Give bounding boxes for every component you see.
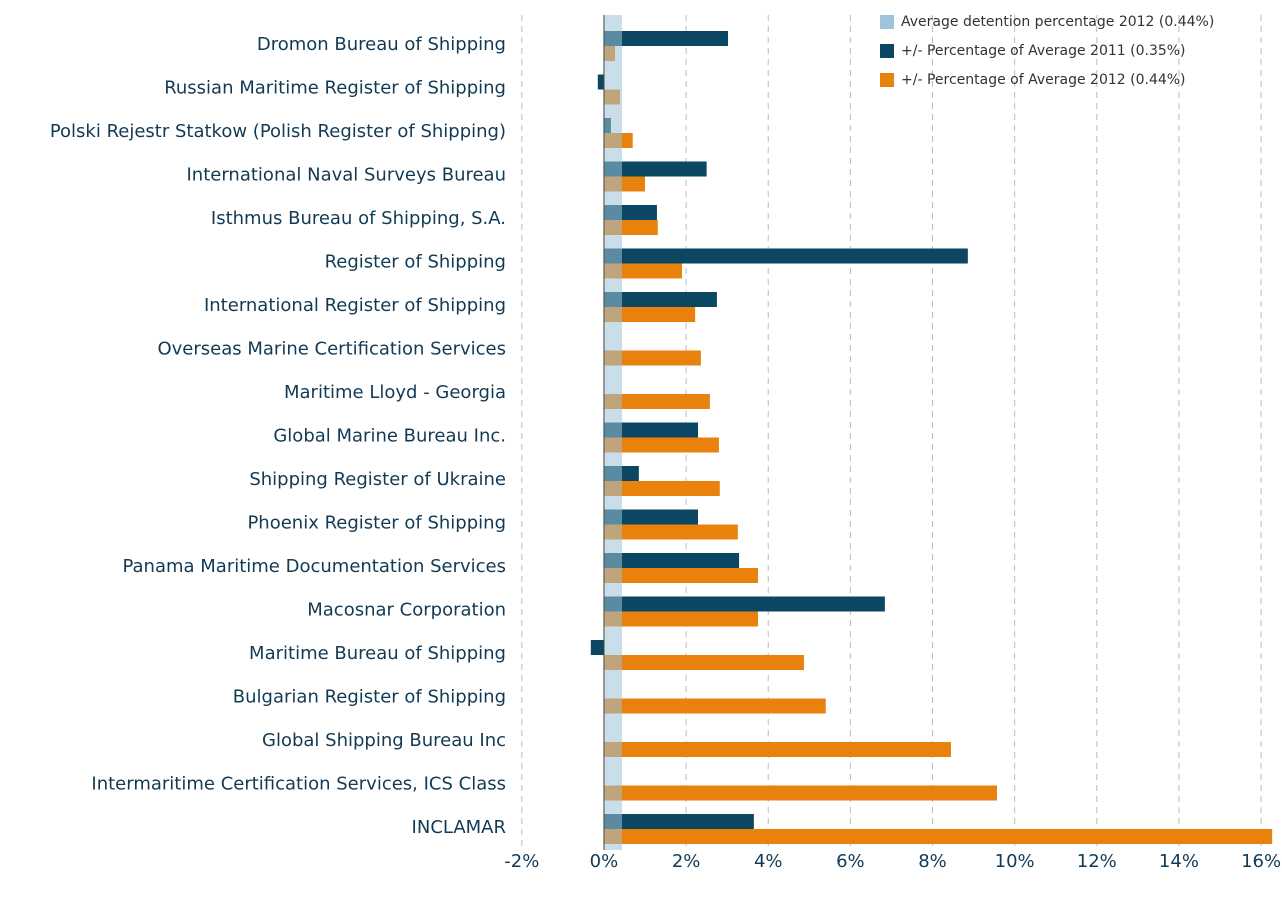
bar — [603, 596, 885, 612]
category-label: Russian Maritime Register of Shipping — [164, 78, 506, 99]
category-label: Shipping Register of Ukraine — [249, 469, 506, 490]
category-label: Register of Shipping — [325, 252, 506, 273]
bar — [603, 568, 758, 583]
category-label: Phoenix Register of Shipping — [247, 513, 506, 534]
bar — [603, 31, 728, 46]
bar — [603, 655, 804, 670]
category-label: Isthmus Bureau of Shipping, S.A. — [211, 208, 506, 229]
category-label: Dromon Bureau of Shipping — [257, 34, 506, 55]
bar — [603, 553, 740, 568]
x-tick-label: 10% — [995, 851, 1035, 872]
legend-label: Average detention percentage 2012 (0.44%… — [901, 14, 1214, 30]
category-label: Intermaritime Certification Services, IC… — [91, 774, 506, 795]
x-tick-label: 16% — [1241, 851, 1281, 872]
x-tick-label: 14% — [1159, 851, 1199, 872]
bar — [603, 611, 758, 627]
legend-label: +/- Percentage of Average 2012 (0.44%) — [901, 72, 1186, 88]
bar — [603, 829, 1273, 844]
bar — [603, 307, 696, 322]
legend-swatch — [880, 73, 894, 87]
bar — [603, 742, 951, 757]
bar — [597, 74, 604, 90]
bar — [603, 785, 997, 801]
category-label: INCLAMAR — [412, 817, 506, 838]
category-label: Maritime Lloyd - Georgia — [284, 382, 506, 403]
bar — [603, 394, 710, 409]
x-tick-label: 0% — [590, 851, 619, 872]
legend-label: +/- Percentage of Average 2011 (0.35%) — [901, 43, 1186, 59]
bar — [603, 437, 719, 453]
x-tick-label: 8% — [918, 851, 947, 872]
category-label: Maritime Bureau of Shipping — [249, 643, 506, 664]
category-label: Bulgarian Register of Shipping — [233, 687, 506, 708]
category-label: Polski Rejestr Statkow (Polish Register … — [50, 121, 506, 142]
category-label: Panama Maritime Documentation Services — [122, 556, 506, 577]
bar — [603, 481, 720, 496]
x-tick-label: 4% — [754, 851, 783, 872]
legend-swatch — [880, 15, 894, 29]
bar — [603, 422, 699, 438]
bar — [603, 509, 699, 525]
category-label: Macosnar Corporation — [307, 600, 506, 621]
bar — [603, 698, 826, 714]
x-tick-label: 12% — [1077, 851, 1117, 872]
x-tick-label: 2% — [672, 851, 701, 872]
bar — [603, 350, 701, 366]
bar — [603, 292, 717, 307]
bar — [603, 248, 968, 264]
x-tick-label: 6% — [836, 851, 865, 872]
bar — [590, 640, 604, 655]
category-label: Overseas Marine Certification Services — [157, 339, 506, 360]
average-band — [603, 15, 623, 850]
bar — [603, 524, 738, 540]
bar — [603, 814, 754, 829]
category-label: International Register of Shipping — [204, 295, 506, 316]
category-label: Global Shipping Bureau Inc — [262, 730, 506, 751]
bar — [603, 263, 682, 279]
category-label: International Naval Surveys Bureau — [187, 165, 507, 186]
legend-swatch — [880, 44, 894, 58]
bar — [603, 161, 707, 177]
category-label: Global Marine Bureau Inc. — [273, 426, 506, 447]
x-tick-label: -2% — [504, 851, 539, 872]
